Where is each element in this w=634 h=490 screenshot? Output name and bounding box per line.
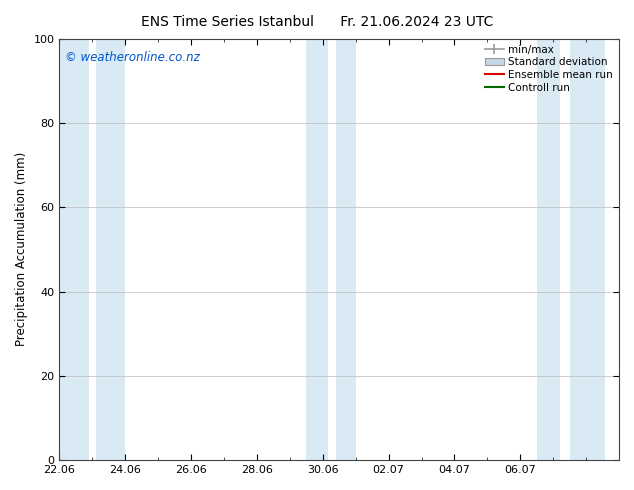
Bar	[569, 39, 605, 460]
Bar	[96, 39, 126, 460]
Y-axis label: Precipitation Accumulation (mm): Precipitation Accumulation (mm)	[15, 152, 28, 346]
Bar	[60, 39, 89, 460]
Bar	[336, 39, 356, 460]
Legend: min/max, Standard deviation, Ensemble mean run, Controll run: min/max, Standard deviation, Ensemble me…	[481, 41, 617, 97]
Text: ENS Time Series Istanbul      Fr. 21.06.2024 23 UTC: ENS Time Series Istanbul Fr. 21.06.2024 …	[141, 15, 493, 29]
Bar	[537, 39, 560, 460]
Text: © weatheronline.co.nz: © weatheronline.co.nz	[65, 51, 200, 64]
Bar	[306, 39, 328, 460]
